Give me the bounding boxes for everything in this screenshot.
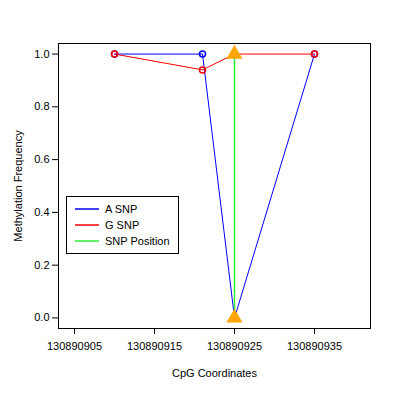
html-text:A SNP: A SNP: [105, 202, 138, 215]
svg-text:130890905: 130890905: [47, 340, 102, 352]
svg-text:0.8: 0.8: [34, 100, 49, 112]
svg-text:CpG Coordinates: CpG Coordinates: [172, 367, 257, 379]
svg-text:1.0: 1.0: [34, 48, 49, 60]
svg-text:Methylation Frequency: Methylation Frequency: [12, 130, 24, 242]
svg-text:0.0: 0.0: [34, 311, 49, 323]
svg-text:130890925: 130890925: [207, 340, 262, 352]
svg-text:0.6: 0.6: [34, 153, 49, 165]
svg-text:0.4: 0.4: [34, 206, 49, 218]
html-text:G SNP: G SNP: [105, 218, 140, 231]
html-text:SNP Position: SNP Position: [105, 234, 170, 247]
svg-text:130890935: 130890935: [287, 340, 342, 352]
svg-text:130890915: 130890915: [127, 340, 182, 352]
svg-text:0.2: 0.2: [34, 259, 49, 271]
